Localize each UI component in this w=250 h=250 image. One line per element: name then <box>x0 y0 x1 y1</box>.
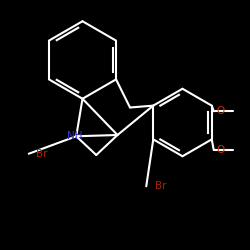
Text: NH: NH <box>66 131 82 141</box>
Text: Br: Br <box>36 149 48 159</box>
Text: O: O <box>217 106 225 116</box>
Text: Br: Br <box>155 181 166 191</box>
Text: O: O <box>217 145 225 155</box>
